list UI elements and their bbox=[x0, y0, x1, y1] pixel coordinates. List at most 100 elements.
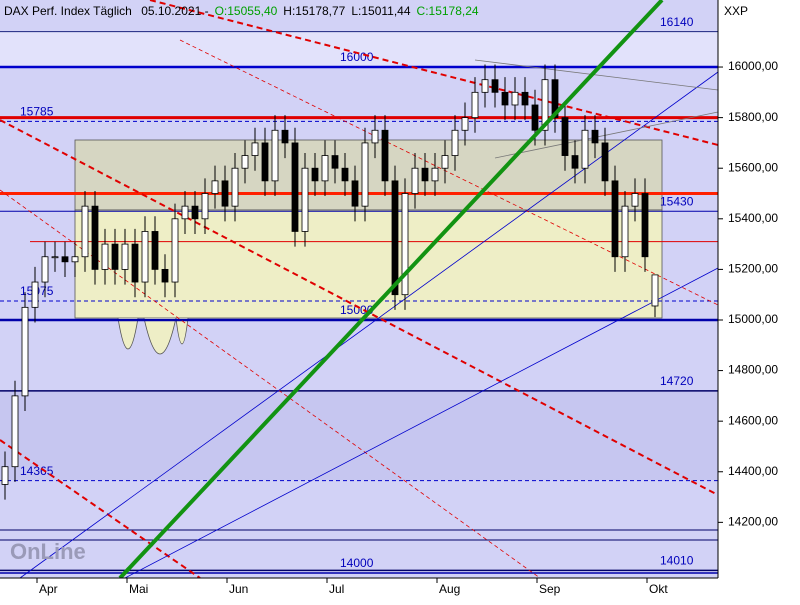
candle-body bbox=[591, 129, 599, 144]
candle-body bbox=[301, 167, 309, 232]
candle-body bbox=[441, 155, 449, 169]
level-label: 14010 bbox=[660, 554, 694, 568]
header: DAX Perf. Index Täglich 05.10.2021 - O:15… bbox=[4, 4, 479, 18]
candle-body bbox=[621, 205, 629, 258]
candle-body bbox=[651, 274, 659, 307]
candle-body bbox=[631, 193, 639, 207]
logo: OnLine bbox=[10, 539, 86, 564]
band bbox=[0, 390, 718, 480]
y-tick-label: 15200,00 bbox=[728, 262, 778, 276]
y-tick-label: 14400,00 bbox=[728, 464, 778, 478]
candle-body bbox=[71, 256, 79, 263]
x-tick-label: Mai bbox=[129, 582, 148, 596]
candle-body bbox=[401, 193, 409, 296]
candle-body bbox=[211, 180, 219, 194]
candle-body bbox=[291, 142, 299, 232]
candle-body bbox=[501, 91, 509, 106]
candle-body bbox=[551, 79, 559, 119]
ohlc-value: H:15178,77 bbox=[283, 4, 345, 18]
candle-body bbox=[341, 167, 349, 182]
trend-line bbox=[124, 267, 719, 579]
candle-body bbox=[571, 155, 579, 169]
axis-background bbox=[718, 0, 800, 600]
y-tick-label: 15600,00 bbox=[728, 160, 778, 174]
candle-body bbox=[51, 256, 59, 259]
candle-body bbox=[561, 117, 569, 156]
candle-body bbox=[31, 281, 39, 308]
candle-body bbox=[251, 142, 259, 156]
candle-body bbox=[391, 180, 399, 296]
candle-body bbox=[141, 231, 149, 283]
candle-body bbox=[261, 142, 269, 182]
candle-body bbox=[41, 256, 49, 283]
candle-body bbox=[481, 79, 489, 93]
candle-body bbox=[131, 243, 139, 283]
pattern-shape bbox=[117, 317, 189, 355]
candle-body bbox=[11, 395, 19, 468]
candle-body bbox=[351, 180, 359, 207]
trend-line bbox=[0, 119, 719, 496]
trend-line bbox=[118, 0, 664, 580]
header-title: DAX Perf. Index Täglich bbox=[4, 4, 132, 18]
trend-line bbox=[0, 439, 201, 579]
candle-body bbox=[281, 129, 289, 144]
candle-body bbox=[221, 180, 229, 207]
trend-line bbox=[0, 189, 541, 579]
candle-body bbox=[471, 91, 479, 119]
candle-body bbox=[101, 243, 109, 270]
candle-body bbox=[91, 205, 99, 270]
y-tick-label: 14200,00 bbox=[728, 515, 778, 529]
y-tick-label: 14600,00 bbox=[728, 413, 778, 427]
x-tick-label: Okt bbox=[649, 582, 668, 596]
candle-body bbox=[201, 193, 209, 220]
wedge-line bbox=[474, 59, 719, 91]
candle-body bbox=[431, 167, 439, 182]
candle-body bbox=[181, 205, 189, 220]
candle-body bbox=[61, 256, 69, 263]
corner-label: XXP bbox=[724, 4, 748, 18]
wedge-line bbox=[494, 111, 719, 159]
x-tick-label: Aug bbox=[439, 582, 460, 596]
y-tick-label: 15000,00 bbox=[728, 312, 778, 326]
candle-body bbox=[361, 142, 369, 207]
candle-body bbox=[521, 91, 529, 106]
candle-body bbox=[451, 129, 459, 156]
candle-body bbox=[161, 268, 169, 283]
candle-body bbox=[641, 193, 649, 258]
candle-body bbox=[611, 180, 619, 258]
candle-body bbox=[511, 91, 519, 106]
y-tick-label: 15800,00 bbox=[728, 110, 778, 124]
candle-body bbox=[421, 167, 429, 182]
ohlc-value: L:15011,44 bbox=[351, 4, 410, 18]
candle-body bbox=[411, 167, 419, 194]
x-tick-label: Jun bbox=[229, 582, 248, 596]
band bbox=[0, 32, 718, 67]
candle-body bbox=[461, 117, 469, 131]
candle-body bbox=[371, 129, 379, 144]
candle-body bbox=[1, 466, 9, 485]
x-tick-label: Sep bbox=[539, 582, 561, 596]
trend-line bbox=[179, 39, 719, 306]
candle-body bbox=[581, 129, 589, 169]
candles bbox=[1, 64, 659, 500]
candle-body bbox=[241, 155, 249, 169]
level-label: 16000 bbox=[340, 50, 374, 64]
candle-body bbox=[331, 155, 339, 169]
candle-body bbox=[311, 167, 319, 182]
candle-body bbox=[321, 155, 329, 182]
y-tick-label: 14800,00 bbox=[728, 363, 778, 377]
candle-body bbox=[531, 104, 539, 131]
candle-body bbox=[21, 306, 29, 397]
candle-body bbox=[121, 243, 129, 270]
level-label: 16140 bbox=[660, 15, 694, 29]
trend-line bbox=[149, 0, 719, 146]
candle-body bbox=[271, 129, 279, 182]
header-ohlc: O:15055,40 H:15178,77 L:15011,44 C:15178,24 bbox=[215, 4, 479, 18]
candle-body bbox=[171, 218, 179, 283]
level-label: 14720 bbox=[660, 374, 694, 388]
level-label: 15430 bbox=[660, 194, 694, 208]
candle-body bbox=[381, 129, 389, 182]
ohlc-value: O:15055,40 bbox=[215, 4, 278, 18]
candle-body bbox=[191, 205, 199, 220]
